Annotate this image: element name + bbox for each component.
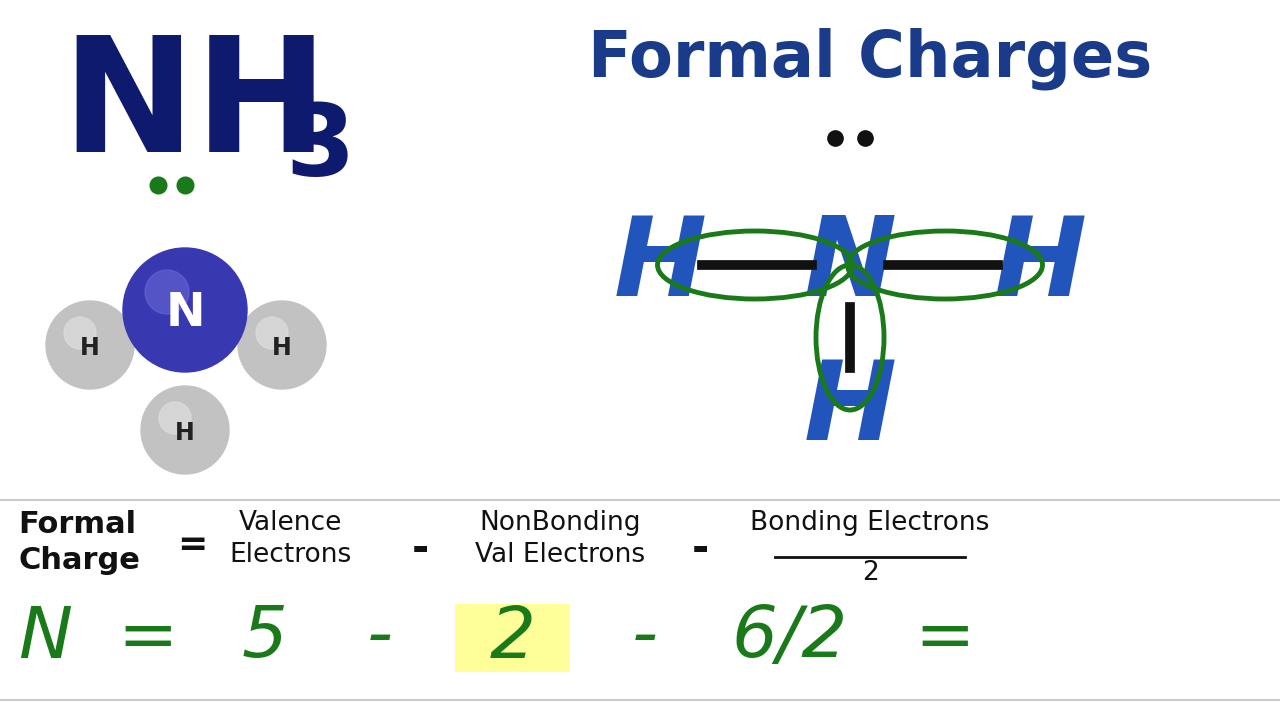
Text: H: H — [175, 421, 195, 445]
Circle shape — [238, 301, 326, 389]
Text: H: H — [804, 356, 896, 464]
Text: N: N — [165, 292, 205, 336]
Text: Valence
Electrons: Valence Electrons — [229, 510, 351, 568]
Circle shape — [256, 317, 288, 349]
Text: 2: 2 — [490, 603, 536, 672]
Text: H: H — [273, 336, 292, 360]
Text: N: N — [804, 212, 896, 318]
Text: 2: 2 — [861, 560, 878, 586]
Circle shape — [141, 386, 229, 474]
Text: N: N — [18, 603, 72, 672]
Circle shape — [159, 402, 191, 434]
Text: 5: 5 — [242, 603, 288, 672]
Text: Bonding Electrons: Bonding Electrons — [750, 510, 989, 536]
Text: =: = — [177, 528, 207, 562]
Circle shape — [145, 270, 189, 314]
Text: Formal
Charge: Formal Charge — [18, 510, 140, 575]
Text: H: H — [613, 212, 707, 318]
Circle shape — [64, 317, 96, 349]
Text: Formal Charges: Formal Charges — [588, 28, 1152, 91]
Text: H: H — [993, 212, 1087, 318]
Text: =: = — [915, 603, 975, 672]
Text: NH: NH — [61, 30, 329, 185]
Text: 6/2: 6/2 — [732, 603, 849, 672]
Text: -: - — [367, 603, 393, 672]
Text: -: - — [691, 528, 709, 570]
Text: =: = — [118, 603, 178, 672]
Circle shape — [123, 248, 247, 372]
Text: H: H — [81, 336, 100, 360]
Text: NonBonding
Val Electrons: NonBonding Val Electrons — [475, 510, 645, 568]
Text: -: - — [411, 528, 429, 570]
Text: 3: 3 — [285, 100, 355, 197]
Text: -: - — [632, 603, 658, 672]
FancyBboxPatch shape — [454, 604, 570, 672]
Circle shape — [46, 301, 134, 389]
